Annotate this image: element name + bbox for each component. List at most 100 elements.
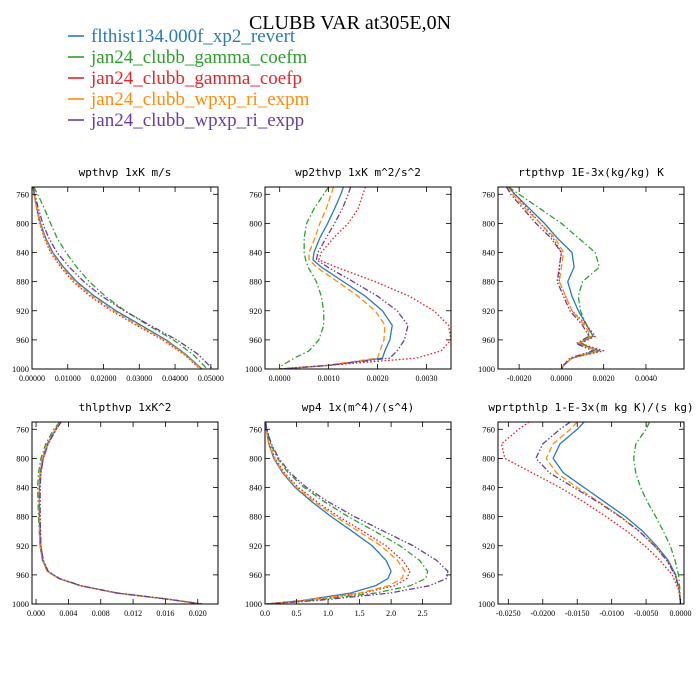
x-tick-label: 0.5 xyxy=(292,609,302,618)
panels: wpthvp 1xK m/s76080084088092096010000.00… xyxy=(12,166,694,618)
legend: flthist134.000f_xp2_revertjan24_clubb_ga… xyxy=(68,26,310,131)
y-tick-label: 800 xyxy=(249,453,262,463)
panel-2: wp2thvp 1xK m^2/s^2 760 800 840 880 920 960 100… xyxy=(245,166,452,383)
x-tick-label: 0.01000 xyxy=(55,374,81,383)
y-tick-label: 920 xyxy=(482,306,495,316)
legend-label-3: jan24_clubb_gamma_coefp xyxy=(90,68,302,89)
series-line-2 xyxy=(633,422,682,604)
y-tick-label: 1000 xyxy=(245,364,262,374)
y-tick-label: 1000 xyxy=(478,599,495,609)
y-tick-label: 760 xyxy=(16,189,29,199)
panel-4: thlpthvp 1xK^276080084088092096010000.00… xyxy=(12,401,219,618)
series-line-5 xyxy=(279,187,409,369)
series-line-2 xyxy=(265,422,429,604)
plot-frame xyxy=(264,186,452,370)
x-tick-label: 0.016 xyxy=(156,609,174,618)
y-tick-label: 920 xyxy=(249,541,262,551)
y-tick-label: 800 xyxy=(16,453,29,463)
y-tick-label: 960 xyxy=(482,570,495,580)
y-tick-label: 960 xyxy=(16,335,29,345)
series-line-2 xyxy=(508,187,601,369)
y-tick-label: 1000 xyxy=(12,364,29,374)
y-tick-label: 800 xyxy=(16,218,29,228)
y-tick-label: 960 xyxy=(16,570,29,580)
y-tick-label: 880 xyxy=(249,277,262,287)
x-tick-label: 0.0040 xyxy=(635,374,657,383)
legend-label-2: jan24_clubb_gamma_coefm xyxy=(90,47,308,68)
series-line-2 xyxy=(33,187,208,369)
y-tick-label: 800 xyxy=(482,453,495,463)
series-line-4 xyxy=(265,422,406,604)
y-tick-label: 760 xyxy=(482,424,495,434)
y-tick-label: 920 xyxy=(482,541,495,551)
y-tick-label: 960 xyxy=(249,570,262,580)
y-tick-label: 840 xyxy=(16,483,29,493)
series-line-2 xyxy=(279,187,330,369)
x-tick-label: 0.04000 xyxy=(162,374,188,383)
y-tick-label: 920 xyxy=(16,306,29,316)
y-tick-label: 800 xyxy=(249,218,262,228)
figure-title: CLUBB VAR at305E,0N xyxy=(249,12,451,34)
series-group xyxy=(279,187,451,369)
series-line-3 xyxy=(508,187,605,369)
x-tick-label: -0.0050 xyxy=(634,609,659,618)
y-tick-label: 800 xyxy=(482,218,495,228)
plot-frame xyxy=(497,186,685,370)
x-tick-label: 0.00000 xyxy=(19,374,45,383)
x-tick-label: -0.0250 xyxy=(496,609,521,618)
x-tick-label: 0.000 xyxy=(27,609,45,618)
y-tick-label: 840 xyxy=(249,248,262,258)
plot-frame xyxy=(497,421,685,605)
panel-title: wp2thvp 1xK m^2/s^2 xyxy=(295,166,421,179)
series-line-5 xyxy=(535,422,682,604)
y-tick-label: 1000 xyxy=(12,599,29,609)
x-tick-label: 2.0 xyxy=(386,609,396,618)
plot-frame xyxy=(31,186,219,370)
series-line-1 xyxy=(279,187,393,369)
y-tick-label: 880 xyxy=(16,277,29,287)
series-line-1 xyxy=(552,422,682,604)
plot-frame xyxy=(264,421,452,605)
panel-title: wpthvp 1xK m/s xyxy=(79,166,172,179)
x-tick-label: 0.012 xyxy=(124,609,142,618)
y-tick-label: 760 xyxy=(16,424,29,434)
series-line-4 xyxy=(545,422,682,604)
series-line-4 xyxy=(279,187,386,369)
x-tick-label: -0.0150 xyxy=(565,609,590,618)
series-line-3 xyxy=(500,422,682,604)
series-line-1 xyxy=(32,187,203,369)
y-tick-label: 920 xyxy=(249,306,262,316)
y-tick-label: 840 xyxy=(482,248,495,258)
x-tick-label: 1.0 xyxy=(323,609,333,618)
panel-6: wprtpthlp 1-E-3x(m kg K)/(s kg) 760 800 840… xyxy=(478,401,694,618)
series-group xyxy=(505,187,605,369)
x-tick-label: 0.020 xyxy=(189,609,207,618)
legend-label-5: jan24_clubb_wpxp_ri_expp xyxy=(90,110,304,131)
x-tick-label: 0.0020 xyxy=(367,374,389,383)
series-line-3 xyxy=(279,187,451,369)
x-tick-label: 0.02000 xyxy=(91,374,117,383)
legend-label-1: flthist134.000f_xp2_revert xyxy=(91,26,296,47)
series-line-5 xyxy=(32,187,214,369)
y-tick-label: 840 xyxy=(249,483,262,493)
y-tick-label: 880 xyxy=(482,512,495,522)
panel-1: wpthvp 1xK m/s 760 800 840 880 920 960 10000.00… xyxy=(12,166,224,383)
y-tick-label: 1000 xyxy=(478,364,495,374)
series-group xyxy=(32,187,214,369)
x-tick-label: -0.0200 xyxy=(530,609,555,618)
x-tick-label: 2.5 xyxy=(418,609,428,618)
y-tick-label: 840 xyxy=(16,248,29,258)
y-tick-label: 920 xyxy=(16,541,29,551)
x-tick-label: 0.004 xyxy=(59,609,77,618)
x-tick-label: 0.008 xyxy=(92,609,110,618)
series-line-5 xyxy=(39,422,202,604)
legend-label-4: jan24_clubb_wpxp_ri_expm xyxy=(90,89,310,110)
x-tick-label: 0.0030 xyxy=(416,374,438,383)
y-tick-label: 840 xyxy=(482,483,495,493)
x-tick-label: 0.0000 xyxy=(670,609,692,618)
panel-title: wp4 1x(m^4)/(s^4) xyxy=(302,401,415,414)
x-tick-label: 0.0020 xyxy=(593,374,615,383)
panel-title: wprtpthlp 1-E-3x(m kg K)/(s kg) xyxy=(488,401,693,414)
y-tick-label: 880 xyxy=(482,277,495,287)
x-tick-label: 0.0000 xyxy=(269,374,291,383)
